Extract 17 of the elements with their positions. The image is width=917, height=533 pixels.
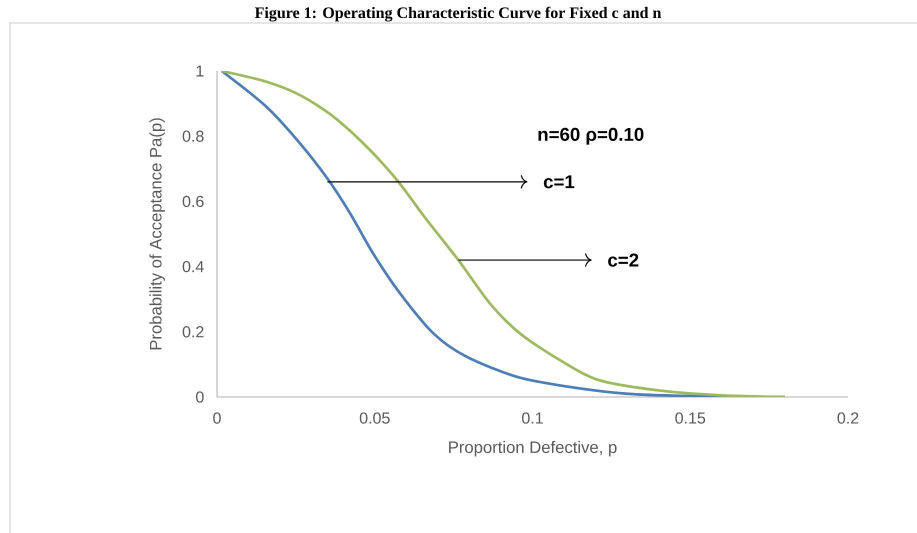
annotation: c=2	[608, 253, 638, 267]
x-tick-label: 0.2	[838, 412, 858, 424]
y-tick-label: 0.2	[182, 326, 204, 338]
y-tick-label: 0	[196, 391, 204, 403]
x-tick-label: 0	[213, 412, 221, 424]
y-tick-label: 1	[196, 66, 204, 77]
x-axis-title: Proportion Defective, p	[449, 440, 617, 456]
annotation: c=1	[544, 175, 574, 188]
x-tick-label: 0.05	[360, 412, 390, 424]
annotation: n=60 ρ=0.10	[538, 128, 644, 145]
y-tick-label: 0.8	[182, 130, 204, 142]
y-axis-title: Probability of Acceptance Pa(p)	[149, 118, 165, 350]
y-tick-label: 0.6	[182, 196, 204, 208]
chart-title: Figure 1: Operating Characteristic Curve for Fixed c and n	[254, 6, 662, 22]
x-tick-label: 0.15	[675, 412, 706, 424]
x-tick-label: 0.1	[522, 412, 543, 424]
y-tick-label: 0.4	[182, 260, 204, 272]
